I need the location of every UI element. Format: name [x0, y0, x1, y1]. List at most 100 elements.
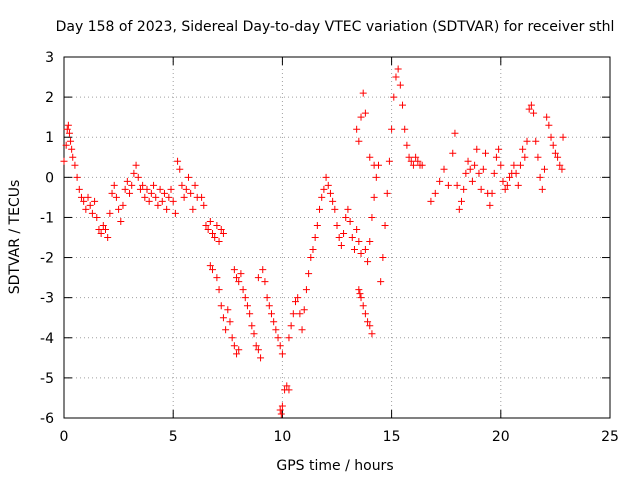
data-point	[267, 310, 275, 318]
data-point	[206, 262, 214, 270]
data-point	[350, 246, 358, 254]
data-point	[355, 137, 363, 145]
data-point	[257, 354, 265, 362]
data-point	[276, 342, 284, 350]
data-point	[549, 141, 557, 149]
data-point	[69, 153, 77, 161]
data-point	[132, 161, 140, 169]
data-point	[536, 173, 544, 181]
data-point	[174, 157, 182, 165]
data-point	[150, 181, 158, 189]
data-point	[145, 197, 153, 205]
data-point	[285, 334, 293, 342]
data-point	[75, 185, 83, 193]
data-point	[143, 185, 151, 193]
data-point	[285, 386, 293, 394]
data-point	[486, 201, 494, 209]
data-point	[158, 197, 166, 205]
data-points	[60, 65, 567, 418]
data-point	[342, 213, 350, 221]
data-point	[84, 193, 92, 201]
data-point	[521, 153, 529, 161]
data-point	[316, 205, 324, 213]
data-point	[141, 193, 149, 201]
data-point	[444, 181, 452, 189]
data-point	[163, 205, 171, 213]
data-point	[335, 234, 343, 241]
y-tick-label: -2	[40, 251, 54, 267]
y-tick-label: 3	[45, 50, 54, 66]
data-point	[263, 294, 271, 302]
data-point	[346, 217, 354, 225]
data-point	[121, 185, 129, 193]
data-point	[246, 310, 254, 318]
data-point	[512, 169, 520, 177]
plot-frame	[63, 56, 611, 419]
data-point	[383, 189, 391, 197]
data-point	[302, 286, 310, 294]
x-tick-label: 20	[492, 429, 510, 445]
data-point	[361, 246, 369, 254]
data-point	[99, 221, 107, 229]
data-point	[361, 109, 369, 117]
data-point	[538, 185, 546, 193]
data-point	[532, 137, 540, 145]
x-tick-label: 15	[383, 429, 401, 445]
data-point	[171, 209, 179, 217]
data-point	[449, 149, 457, 157]
data-point	[276, 406, 284, 414]
data-point	[200, 201, 208, 209]
data-point	[381, 221, 389, 229]
data-point	[554, 153, 562, 161]
data-point	[307, 254, 315, 262]
data-point	[364, 258, 372, 266]
data-point	[182, 185, 190, 193]
x-axis-label: GPS time / hours	[276, 458, 393, 474]
data-point	[359, 89, 367, 97]
data-point	[525, 105, 533, 113]
data-point	[394, 65, 402, 73]
data-point	[272, 326, 280, 334]
data-point	[506, 173, 514, 181]
y-tick-label: -3	[40, 291, 54, 307]
data-point	[516, 161, 524, 169]
data-point	[110, 181, 118, 189]
data-point	[219, 314, 227, 322]
data-point	[152, 193, 160, 201]
data-point	[357, 113, 365, 121]
data-point	[540, 165, 548, 173]
data-point	[453, 181, 461, 189]
axis-ticks: 0 5 10 15 20 25 -6 -5 -4 -3 -2 -1 0 1 2 3	[40, 50, 619, 445]
data-point	[412, 153, 420, 161]
x-tick-label: 5	[169, 429, 178, 445]
data-point	[71, 161, 79, 169]
data-point	[490, 169, 498, 177]
data-point	[191, 181, 199, 189]
data-point	[364, 318, 372, 326]
data-point	[222, 326, 230, 334]
data-point	[237, 270, 245, 278]
data-point	[294, 294, 302, 302]
data-point	[165, 193, 173, 201]
data-point	[139, 181, 147, 189]
data-point	[436, 177, 444, 185]
y-tick-label: 1	[45, 130, 54, 146]
data-point	[353, 125, 361, 133]
data-point	[414, 157, 422, 165]
data-point	[117, 217, 125, 225]
data-point	[300, 306, 308, 314]
data-point	[130, 169, 138, 177]
data-point	[545, 121, 553, 129]
data-point	[215, 238, 223, 246]
data-point	[80, 197, 88, 205]
data-point	[322, 173, 330, 181]
data-point	[377, 278, 385, 286]
data-point	[368, 213, 376, 221]
data-point	[357, 250, 365, 258]
data-point	[340, 229, 348, 237]
data-point	[405, 153, 413, 161]
data-point	[189, 205, 197, 213]
data-point	[88, 209, 96, 217]
data-point	[471, 161, 479, 169]
